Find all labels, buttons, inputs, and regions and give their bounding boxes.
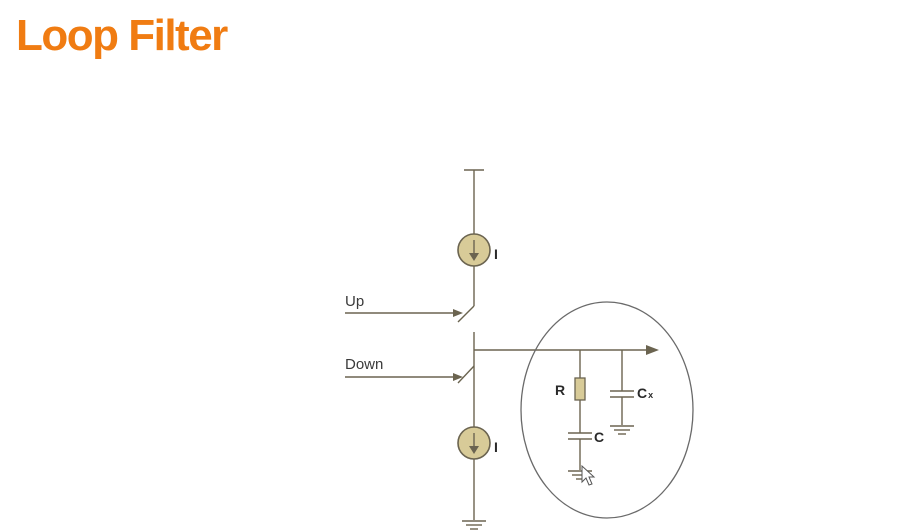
capacitor-x-label: Cx [637,385,653,401]
ground-symbol-main [462,520,486,530]
current-source-top [457,233,491,267]
mouse-cursor-icon [581,464,596,486]
resistor [574,377,586,401]
slide-title: Loop Filter [16,11,228,60]
capacitor-x-branch [610,350,634,435]
current-source-bottom [457,426,491,460]
capacitor-x-label-sub: x [648,390,653,400]
output-line [474,345,659,355]
loop-filter-highlight [520,301,694,519]
up-input-arrow [345,309,463,317]
resistor-label: R [555,382,565,398]
up-switch [457,305,475,392]
capacitor-x-label-main: C [637,385,647,401]
down-input-arrow [345,373,463,381]
supply-rail [464,169,484,235]
down-switch [457,365,475,384]
current-label-top: I [494,246,498,262]
up-label: Up [345,293,364,310]
capacitor-label: C [594,429,604,445]
resistor-branch [568,350,592,480]
down-label: Down [345,356,383,373]
current-label-bottom: I [494,439,498,455]
